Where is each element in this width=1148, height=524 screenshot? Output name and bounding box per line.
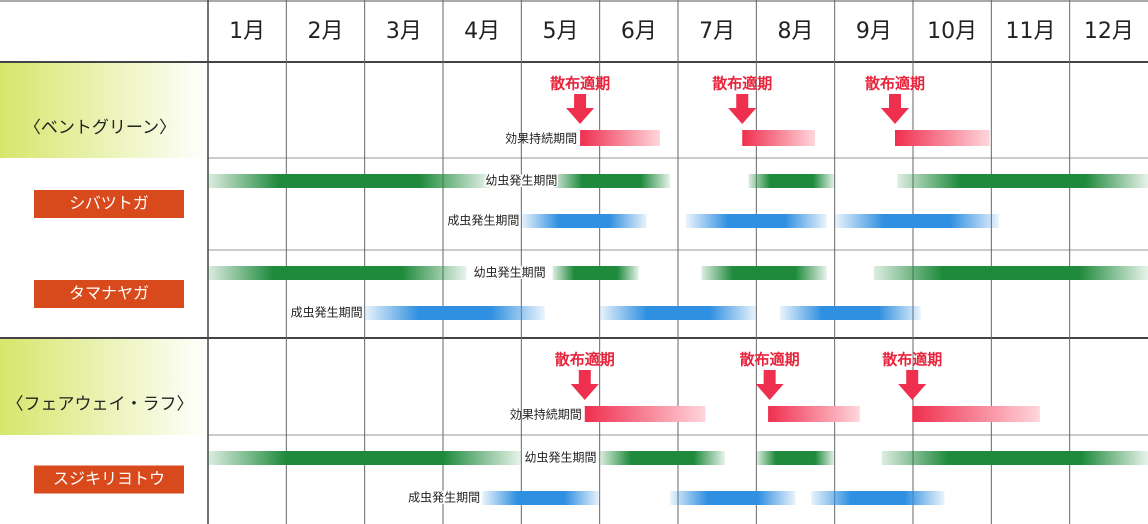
application-arrow (898, 370, 927, 400)
application-label: 散布適期 (882, 351, 942, 369)
pest-name-bg (34, 465, 184, 494)
larva-bar (701, 266, 827, 280)
larva-bar (599, 451, 725, 465)
application-label: 散布適期 (712, 75, 772, 93)
section-label-bg (0, 339, 208, 435)
larva-bar (897, 174, 1148, 188)
month-label: 12月 (1084, 19, 1134, 44)
month-label: 6月 (621, 19, 657, 44)
pest-name: スジキリヨトウ (53, 469, 165, 488)
adult-bar (670, 491, 796, 505)
application-arrow (728, 94, 757, 124)
effect-bar (894, 130, 990, 146)
adult-label: 成虫発生期間 (408, 491, 480, 505)
application-arrow (755, 370, 784, 400)
effect-bar (584, 406, 706, 422)
month-label: 3月 (386, 19, 422, 44)
section-title: 〈フェアウェイ・ラフ〉 (7, 395, 194, 415)
adult-bar (364, 306, 545, 320)
month-label: 8月 (778, 19, 814, 44)
larva-bar (208, 451, 522, 465)
adult-bar (779, 306, 921, 320)
larva-bar (873, 266, 1148, 280)
month-label: 7月 (699, 19, 735, 44)
application-arrow (570, 370, 599, 400)
pest-name: シバツトガ (69, 194, 149, 213)
effect-bar (742, 130, 816, 146)
effect-label: 効果持続期間 (510, 407, 582, 422)
pest-name-bg (34, 280, 184, 308)
adult-bar (834, 214, 1000, 228)
adult-label: 成虫発生期間 (291, 306, 363, 320)
adult-bar (599, 306, 757, 320)
larva-label: 幼虫発生期間 (474, 266, 546, 280)
pest-name-bg (34, 190, 184, 218)
larva-bar (552, 266, 639, 280)
adult-label: 成虫発生期間 (447, 214, 519, 228)
larva-label: 幼虫発生期間 (485, 174, 557, 188)
month-label: 10月 (927, 19, 977, 44)
section-label-bg (0, 63, 208, 158)
effect-bar (580, 130, 660, 146)
adult-bar (482, 491, 600, 505)
month-label: 2月 (308, 19, 344, 44)
larva-bar (208, 174, 490, 188)
adult-bar (521, 214, 647, 228)
month-label: 11月 (1006, 19, 1056, 44)
application-label: 散布適期 (555, 351, 615, 369)
larva-bar (748, 174, 835, 188)
application-label: 散布適期 (550, 75, 610, 93)
effect-label: 効果持続期間 (505, 131, 577, 146)
month-label: 4月 (464, 19, 500, 44)
application-arrow (566, 94, 595, 124)
month-label: 9月 (856, 19, 892, 44)
larva-bar (208, 266, 467, 280)
month-label: 1月 (229, 19, 265, 44)
effect-bar (768, 406, 860, 422)
adult-bar (811, 491, 945, 505)
adult-bar (685, 214, 827, 228)
larva-bar (881, 451, 1148, 465)
larva-bar (756, 451, 835, 465)
larva-label: 幼虫発生期間 (524, 451, 596, 465)
application-label: 散布適期 (865, 75, 925, 93)
effect-bar (912, 406, 1040, 422)
larva-bar (552, 174, 671, 188)
application-label: 散布適期 (740, 351, 800, 369)
month-label: 5月 (543, 19, 579, 44)
application-arrow (880, 94, 909, 124)
pest-name: タマナヤガ (69, 284, 149, 303)
section-title: 〈ベントグリーン〉 (24, 118, 176, 138)
